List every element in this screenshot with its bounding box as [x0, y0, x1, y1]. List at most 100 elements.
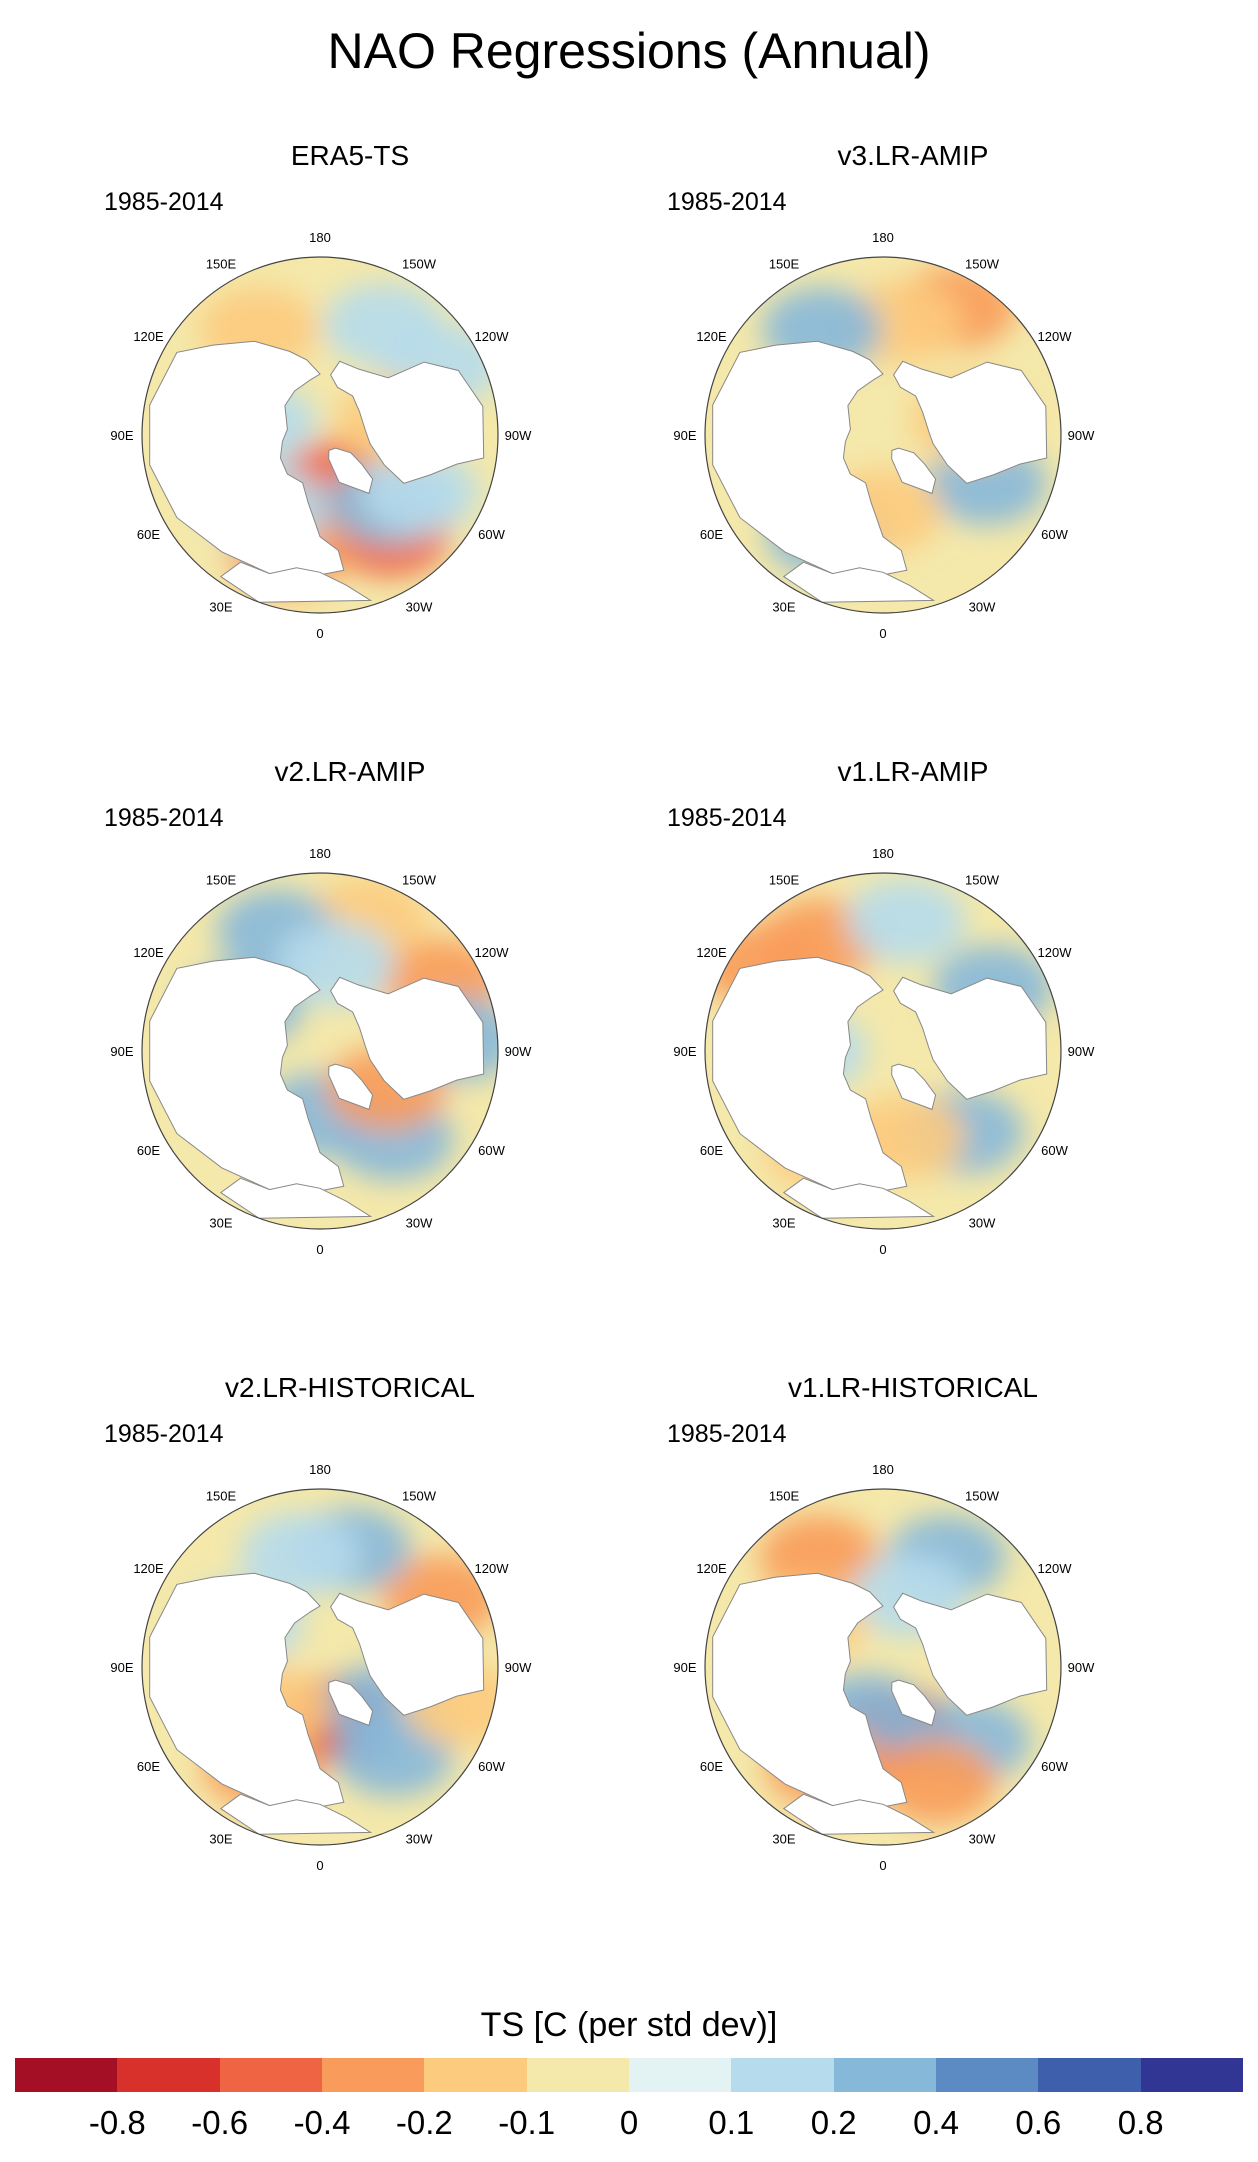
map-boundary — [704, 1488, 1062, 1846]
longitude-label: 30E — [772, 600, 795, 615]
longitude-label: 150E — [206, 257, 237, 272]
longitude-label: 150E — [769, 873, 800, 888]
land-mass — [891, 1679, 937, 1727]
longitude-label: 120W — [1038, 1561, 1073, 1576]
land-mass — [149, 956, 345, 1192]
longitude-label: 150W — [402, 873, 437, 888]
land-mass — [712, 340, 908, 576]
colorbar-swatch — [15, 2058, 118, 2092]
anomaly-region — [876, 1740, 997, 1825]
longitude-label: 90E — [673, 1660, 696, 1675]
longitude-label: 30E — [209, 1216, 232, 1231]
longitude-label: 90W — [1068, 1660, 1095, 1675]
longitude-label: 120E — [133, 1561, 164, 1576]
colorbar-tick-label: 0 — [619, 2104, 639, 2141]
land-mass — [891, 1063, 937, 1111]
longitude-label: 120E — [133, 945, 164, 960]
longitude-label: 180 — [309, 846, 331, 861]
longitude-label: 60W — [478, 527, 505, 542]
land-mass — [782, 561, 936, 603]
panel-period: 1985-2014 — [104, 188, 224, 216]
longitude-label: 30E — [772, 1216, 795, 1231]
longitude-label: 30E — [772, 1832, 795, 1847]
longitude-label: 150W — [965, 257, 1000, 272]
land-mass — [328, 1679, 374, 1727]
colorbar-tick-label: 0.4 — [913, 2104, 959, 2141]
longitude-label: 0 — [316, 626, 323, 641]
polar-map: 180 150E 120E 90E 60E 30E 0 30W 60W 90W 120W 150W — [110, 846, 532, 1257]
longitude-label: 60W — [1041, 1759, 1068, 1774]
longitude-label: 90W — [1068, 428, 1095, 443]
longitude-label: 120W — [475, 329, 510, 344]
map-boundary — [704, 872, 1062, 1230]
longitude-label: 60E — [137, 1143, 160, 1158]
longitude-label: 0 — [316, 1242, 323, 1257]
panel-period: 1985-2014 — [667, 804, 787, 832]
longitude-label: 30W — [406, 1216, 433, 1231]
map-boundary — [704, 256, 1062, 614]
colorbar-tick-label: -0.2 — [395, 2104, 453, 2141]
longitude-label: 180 — [309, 1462, 331, 1477]
longitude-label: 150E — [769, 1489, 800, 1504]
land-mass — [782, 1793, 936, 1835]
longitude-label: 0 — [879, 1242, 886, 1257]
map-boundary — [141, 256, 499, 614]
longitude-label: 150E — [206, 1489, 237, 1504]
longitude-label: 60E — [137, 527, 160, 542]
longitude-label: 60W — [1041, 527, 1068, 542]
longitude-label: 150W — [402, 1489, 437, 1504]
panel-period: 1985-2014 — [667, 188, 787, 216]
panel-v2-amip: v2.LR-AMIP 1985-2014 180 150E 120E 90E 60E 30… — [70, 756, 630, 1356]
panel-title: v1.LR-AMIP — [837, 756, 989, 787]
longitude-label: 120W — [475, 945, 510, 960]
land-mass — [149, 340, 345, 576]
colorbar-swatch — [424, 2058, 527, 2092]
longitude-label: 90W — [505, 428, 532, 443]
anomaly-region — [240, 1512, 361, 1597]
land-mass — [328, 1063, 374, 1111]
map-boundary — [141, 872, 499, 1230]
land-mass — [330, 976, 485, 1100]
longitude-label: 30W — [406, 1832, 433, 1847]
land-mass — [893, 976, 1048, 1100]
land-mass — [712, 1572, 908, 1808]
colorbar-swatch — [117, 2058, 220, 2092]
longitude-label: 180 — [872, 1462, 894, 1477]
longitude-label: 90W — [505, 1660, 532, 1675]
longitude-label: 120W — [1038, 945, 1073, 960]
longitude-label: 150E — [206, 873, 237, 888]
longitude-label: 60E — [137, 1759, 160, 1774]
longitude-label: 60E — [700, 1759, 723, 1774]
colorbar-tick-label: -0.8 — [88, 2104, 146, 2141]
panel-title: v2.LR-HISTORICAL — [225, 1372, 475, 1403]
colorbar-swatch — [321, 2058, 425, 2092]
longitude-label: 120E — [696, 945, 727, 960]
colorbar-tick-label: -0.1 — [498, 2104, 556, 2141]
panel-period: 1985-2014 — [104, 1420, 224, 1448]
anomaly-region — [359, 450, 480, 535]
longitude-label: 30W — [969, 600, 996, 615]
land-mass — [219, 1793, 373, 1835]
longitude-label: 180 — [309, 230, 331, 245]
colorbar-swatch — [731, 2058, 834, 2092]
longitude-label: 60E — [700, 527, 723, 542]
colorbar-swatch — [1038, 2058, 1141, 2092]
longitude-label: 120E — [696, 1561, 727, 1576]
polar-map: 180 150E 120E 90E 60E 30E 0 30W 60W 90W 120W 150W — [110, 1462, 532, 1873]
longitude-label: 30E — [209, 600, 232, 615]
colorbar-tick-label: -0.6 — [191, 2104, 249, 2141]
colorbar — [15, 2058, 1243, 2092]
colorbar-swatch — [219, 2058, 322, 2092]
longitude-label: 0 — [316, 1858, 323, 1873]
longitude-label: 30W — [969, 1216, 996, 1231]
colorbar-tick-label: -0.4 — [293, 2104, 351, 2141]
longitude-label: 90E — [673, 428, 696, 443]
longitude-label: 90E — [673, 1044, 696, 1059]
longitude-label: 90E — [110, 428, 133, 443]
polar-map: 180 150E 120E 90E 60E 30E 0 30W 60W 90W 120W 150W — [673, 230, 1095, 641]
colorbar-tick-label: 0.6 — [1015, 2104, 1062, 2141]
longitude-label: 60W — [478, 1759, 505, 1774]
figure-title: NAO Regressions (Annual) — [327, 23, 931, 79]
colorbar-tick-label: 0.1 — [708, 2104, 755, 2141]
panel-title: v1.LR-HISTORICAL — [788, 1372, 1038, 1403]
